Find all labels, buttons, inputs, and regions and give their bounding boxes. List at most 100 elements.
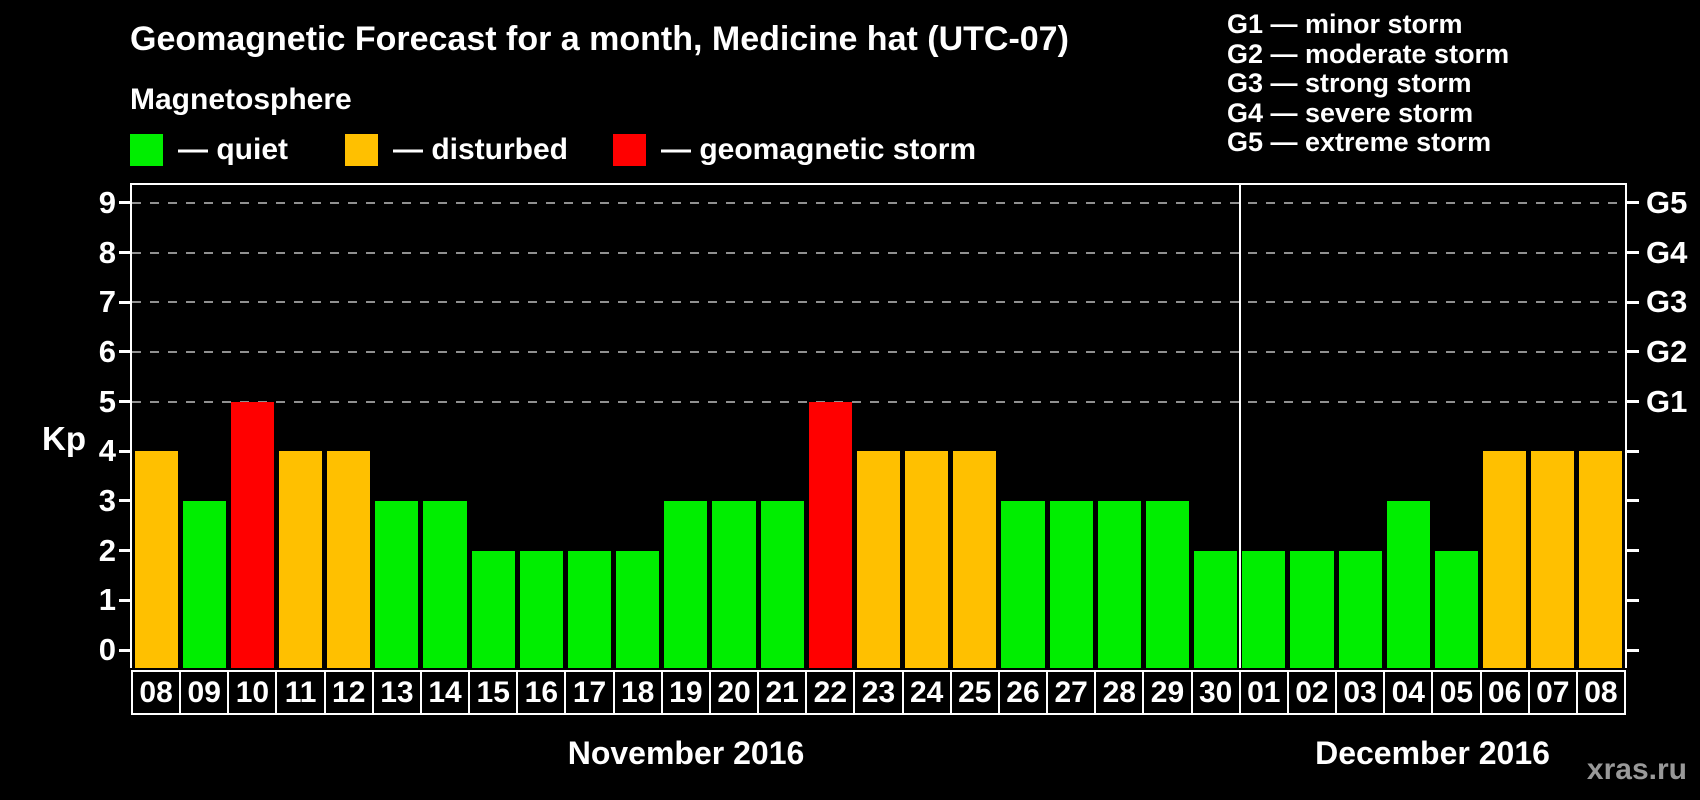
day-cell: 25 [949, 670, 1000, 715]
bar-day-08 [134, 451, 178, 668]
y-tick-left [119, 598, 131, 602]
bar-day-09 [182, 500, 226, 668]
gridline-kp9 [132, 201, 1625, 204]
y-tick-label: 6 [98, 333, 116, 369]
bar-day-29 [1145, 500, 1190, 668]
day-cell: 03 [1335, 670, 1386, 715]
bar-day-19 [664, 500, 708, 668]
bar-day-01 [1242, 550, 1286, 668]
bar-day-23 [856, 451, 901, 668]
day-cell: 02 [1286, 670, 1338, 715]
bar-day-20 [712, 500, 756, 668]
g-legend-line: G5 — extreme storm [1227, 127, 1492, 158]
y-tick-label: 9 [98, 184, 116, 220]
y-tick-label: 0 [98, 632, 116, 667]
day-cell: 28 [1094, 670, 1145, 715]
bar-day-02 [1290, 550, 1334, 668]
kp-axis-label: Kp [42, 420, 86, 457]
y-tick-label: 7 [98, 284, 116, 320]
bar-day-03 [1338, 550, 1382, 668]
y-tick-right [1627, 449, 1639, 453]
g-legend-line: G3 — strong storm [1227, 68, 1472, 99]
day-cell: 24 [901, 670, 952, 715]
bar-day-30 [1194, 550, 1238, 668]
day-cell: 29 [1142, 670, 1193, 715]
y-tick-label: 5 [98, 383, 116, 419]
day-cell: 17 [564, 670, 615, 715]
g-level-label: G4 [1646, 234, 1688, 270]
month-label-december: December 2016 [1315, 735, 1550, 771]
y-tick-left [119, 201, 131, 205]
bar-day-24 [905, 451, 949, 668]
day-cell: 05 [1431, 670, 1482, 715]
day-cell: 08 [131, 670, 182, 715]
magnetosphere-label: Magnetosphere [130, 83, 352, 116]
y-tick-right [1627, 499, 1639, 503]
bar-day-27 [1049, 500, 1093, 668]
day-cell: 27 [1046, 670, 1097, 715]
y-tick-right [1627, 201, 1639, 205]
y-tick-right [1627, 251, 1639, 255]
bar-day-28 [1097, 500, 1141, 668]
g-level-label: G2 [1646, 333, 1688, 369]
bar-day-04 [1386, 500, 1430, 668]
day-cell: 08 [1575, 670, 1626, 715]
bar-day-16 [519, 550, 563, 668]
y-tick-label: 4 [98, 433, 116, 469]
month-divider [1238, 183, 1241, 668]
g-legend-line: G2 — moderate storm [1227, 38, 1510, 69]
day-cell: 11 [275, 670, 326, 715]
legend-swatch-storm [613, 134, 646, 166]
day-cell: 09 [179, 670, 230, 715]
y-tick-left [119, 549, 131, 553]
chart-title: Geomagnetic Forecast for a month, Medici… [130, 20, 1069, 58]
g-level-label: G3 [1646, 284, 1688, 320]
day-cell: 01 [1238, 670, 1289, 715]
y-tick-right [1627, 549, 1639, 553]
bar-day-07 [1531, 451, 1575, 668]
y-tick-left [119, 400, 131, 404]
month-label-november: November 2016 [567, 735, 805, 771]
day-cell: 04 [1383, 670, 1434, 715]
legend-label-storm: — geomagnetic storm [661, 133, 977, 166]
bar-day-12 [327, 451, 371, 668]
bar-day-13 [375, 500, 419, 668]
y-tick-label: 8 [98, 234, 116, 270]
bar-day-26 [1001, 500, 1045, 668]
day-cell: 16 [516, 670, 567, 715]
bar-day-25 [953, 451, 997, 668]
gridline-kp6 [132, 350, 1625, 353]
y-tick-right [1627, 648, 1639, 652]
legend-item-storm: — geomagnetic storm [613, 132, 976, 168]
day-cell: 14 [419, 670, 471, 715]
y-tick-left [119, 251, 131, 255]
bar-day-21 [760, 500, 804, 668]
y-tick-right [1627, 300, 1639, 304]
gridline-kp8 [132, 251, 1625, 254]
bar-day-06 [1483, 451, 1527, 668]
day-cell: 30 [1190, 670, 1241, 715]
plot-border-right [1625, 183, 1627, 668]
legend-swatch-quiet [130, 134, 163, 166]
gridline-kp5 [132, 400, 1625, 403]
y-tick-left [119, 350, 131, 354]
g-level-label: G1 [1646, 383, 1688, 419]
y-tick-label: 1 [98, 582, 116, 618]
legend-label-quiet: — quiet [178, 133, 288, 166]
legend-swatch-disturbed [345, 134, 378, 166]
g-level-label: G5 [1646, 184, 1688, 220]
day-cell: 20 [708, 670, 760, 715]
bar-day-22 [808, 401, 852, 668]
y-tick-left [119, 449, 131, 453]
bar-day-14 [423, 500, 467, 668]
day-cell: 07 [1527, 670, 1578, 715]
y-tick-left [119, 648, 131, 652]
bar-day-18 [616, 550, 660, 668]
watermark: xras.ru [1586, 753, 1687, 786]
y-tick-right [1627, 350, 1639, 354]
legend-item-disturbed: — disturbed [345, 132, 568, 168]
y-tick-right [1627, 400, 1639, 404]
gridline-kp7 [132, 301, 1625, 304]
g-legend-line: G1 — minor storm [1227, 9, 1463, 39]
day-cell: 15 [468, 670, 519, 715]
